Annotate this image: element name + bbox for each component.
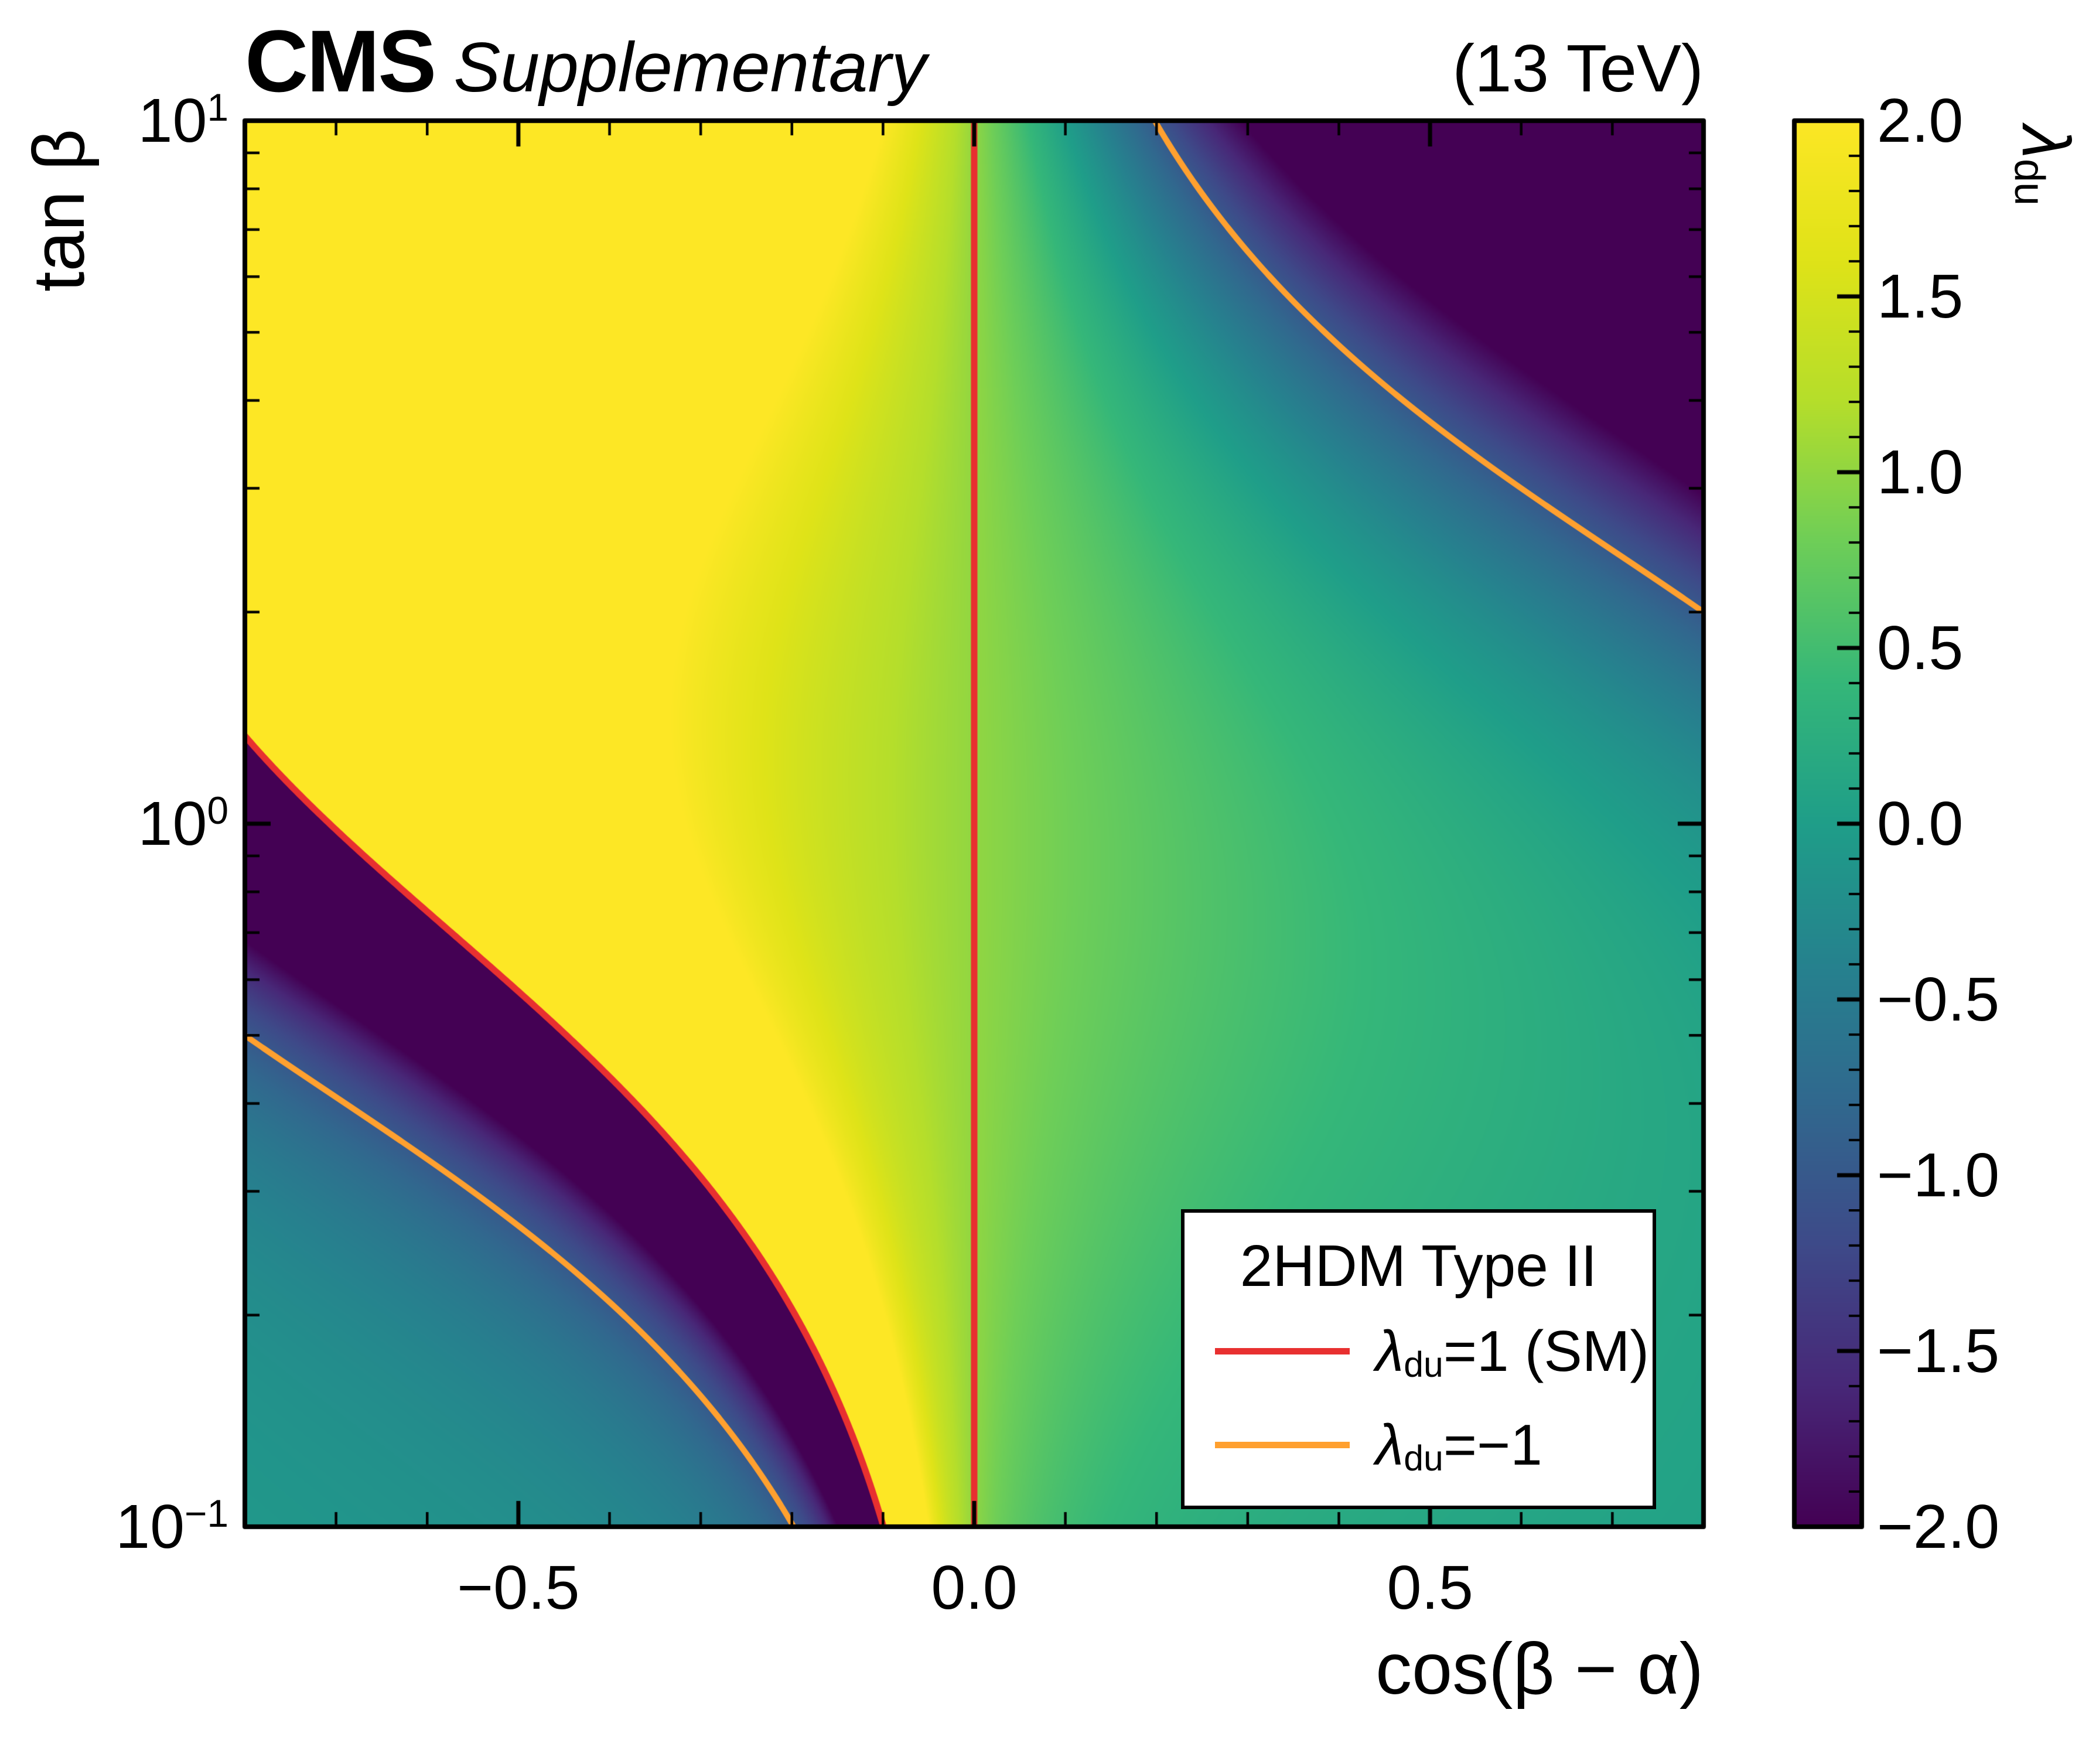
legend-entry: λdu=1 (SM) — [1185, 1304, 1653, 1398]
colorbar-tick-label: 0.5 — [1877, 613, 1964, 683]
experiment-label: CMS — [245, 12, 436, 110]
y-tick-label: 10−1 — [115, 1492, 228, 1561]
x-axis-title: cos(β − α) — [1375, 1629, 1704, 1710]
energy-label: (13 TeV) — [1452, 32, 1704, 106]
colorbar-tick-label: 2.0 — [1877, 86, 1964, 155]
colorbar-tick-label: −2.0 — [1877, 1492, 2000, 1561]
colorbar-tick-label: −1.5 — [1877, 1316, 2000, 1386]
colorbar-tick-label: −1.0 — [1877, 1141, 2000, 1210]
plot-header: CMS Supplementary (13 TeV) — [245, 11, 1704, 112]
x-tick-label: −0.5 — [457, 1553, 580, 1622]
x-tick-label: 0.5 — [1387, 1553, 1473, 1622]
colorbar-tick-label: −0.5 — [1877, 965, 2000, 1034]
x-tick-label: 0.0 — [931, 1553, 1018, 1622]
y-tick-label: 101 — [138, 86, 228, 155]
colorbar-tick-label: 1.5 — [1877, 262, 1964, 331]
legend-title: 2HDM Type II — [1240, 1233, 1598, 1299]
legend-entry: λdu=−1 — [1185, 1398, 1653, 1492]
legend: 2HDM Type II λdu=1 (SM) λdu=−1 — [1181, 1209, 1656, 1509]
colorbar-tick-label: 0.0 — [1877, 789, 1964, 858]
y-tick-label: 100 — [138, 789, 228, 858]
legend-line-sample-red — [1215, 1347, 1350, 1354]
supplementary-label: Supplementary — [453, 28, 927, 107]
legend-entry-label: λdu=1 (SM) — [1375, 1318, 1650, 1385]
legend-line-sample-orange — [1215, 1441, 1350, 1448]
colorbar-tick-label: 1.0 — [1877, 438, 1964, 507]
legend-entry-label: λdu=−1 — [1375, 1412, 1542, 1479]
